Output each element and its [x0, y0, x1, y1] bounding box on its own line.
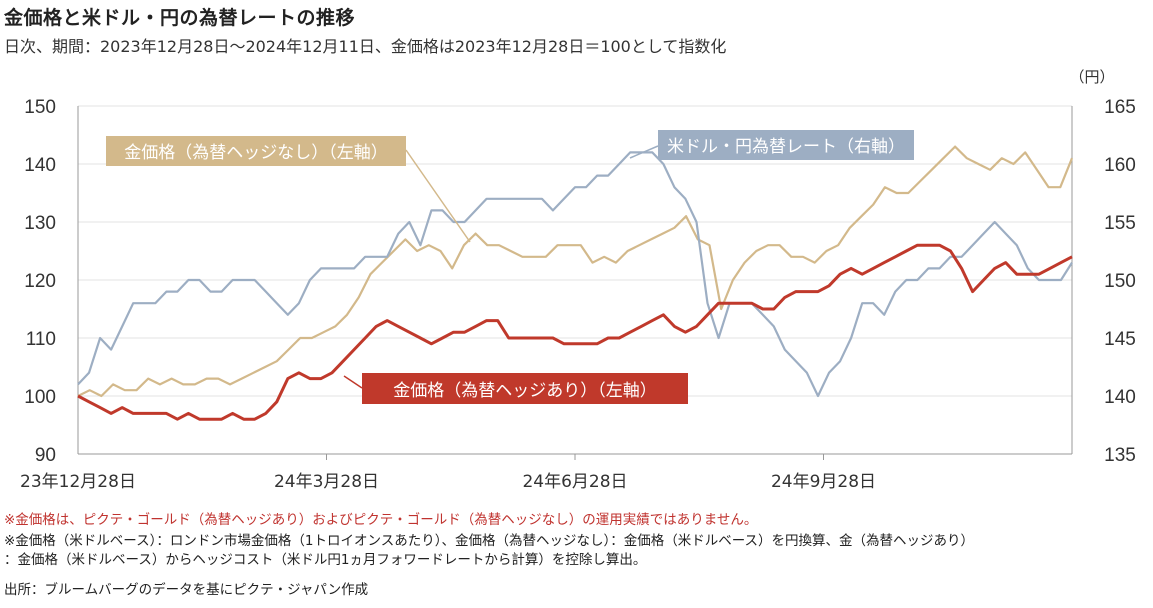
- note-definitions-cont: ：金価格（米ドルベース）からヘッジコスト（米ドル円1ヵ月フォワードレートから計算…: [4, 552, 647, 568]
- chart-subtitle: 日次、期間：2023年12月28日～2024年12月11日、金価格は2023年1…: [4, 37, 727, 56]
- left-tick-label: 100: [24, 387, 56, 408]
- right-tick-label: 140: [1104, 387, 1136, 408]
- left-axis-ticks: 90 100 110 120 130 140 150: [24, 97, 56, 466]
- unhedged-callout: 金価格（為替ヘッジなし）（左軸）: [106, 136, 471, 243]
- right-axis-unit: （円）: [1069, 68, 1114, 86]
- unhedged-label: 金価格（為替ヘッジなし）（左軸）: [124, 143, 388, 163]
- fx-callout: 米ドル・円為替レート（右軸）: [629, 130, 914, 160]
- x-tick-label: 23年12月28日: [20, 472, 136, 492]
- x-tick-label: 24年3月28日: [274, 472, 379, 492]
- right-tick-label: 165: [1104, 97, 1136, 118]
- note-disclaimer: ※金価格は、ピクテ・ゴールド（為替ヘッジあり）およびピクテ・ゴールド（為替ヘッジ…: [4, 512, 758, 528]
- left-tick-label: 90: [35, 445, 56, 466]
- left-tick-label: 110: [26, 329, 56, 350]
- note-definitions: ※金価格（米ドルベース）：ロンドン市場金価格（1トロイオンスあたり）、金価格（為…: [4, 533, 975, 549]
- note-source: 出所：ブルームバーグのデータを基にピクテ・ジャパン作成: [4, 582, 369, 598]
- x-tick-label: 24年9月28日: [771, 472, 876, 492]
- left-tick-label: 130: [24, 213, 56, 234]
- left-tick-label: 140: [24, 155, 56, 176]
- hedged-gold-line: [77, 243, 1073, 421]
- fx-label-box: [658, 130, 914, 160]
- right-tick-label: 155: [1104, 213, 1136, 234]
- right-axis-ticks: 135 140 145 150 155 160 165: [1104, 97, 1136, 466]
- x-axis-ticks: 23年12月28日 24年3月28日 24年6月28日 24年9月28日: [20, 454, 876, 492]
- right-tick-label: 145: [1104, 329, 1136, 350]
- hedged-label: 金価格（為替ヘッジあり）（左軸）: [393, 381, 657, 401]
- fx-leader: [629, 145, 659, 159]
- unhedged-leader: [405, 149, 471, 243]
- left-tick-label: 120: [24, 271, 56, 292]
- usdjpy-line: [77, 151, 1073, 398]
- x-tick-label: 24年6月28日: [522, 472, 627, 492]
- right-tick-label: 135: [1104, 445, 1136, 466]
- hedged-leader: [343, 375, 363, 389]
- unhedged-gold-line: [77, 145, 1074, 398]
- chart-title: 金価格と米ドル・円の為替レートの推移: [4, 7, 356, 29]
- right-tick-label: 160: [1104, 155, 1136, 176]
- left-tick-label: 150: [24, 97, 56, 118]
- right-tick-label: 150: [1104, 271, 1136, 292]
- hedged-callout: 金価格（為替ヘッジあり）（左軸）: [343, 373, 688, 404]
- hedged-label-box: [362, 373, 688, 404]
- unhedged-label-box: [106, 136, 406, 166]
- fx-label: 米ドル・円為替レート（右軸）: [667, 137, 905, 157]
- series-lines: [77, 145, 1074, 421]
